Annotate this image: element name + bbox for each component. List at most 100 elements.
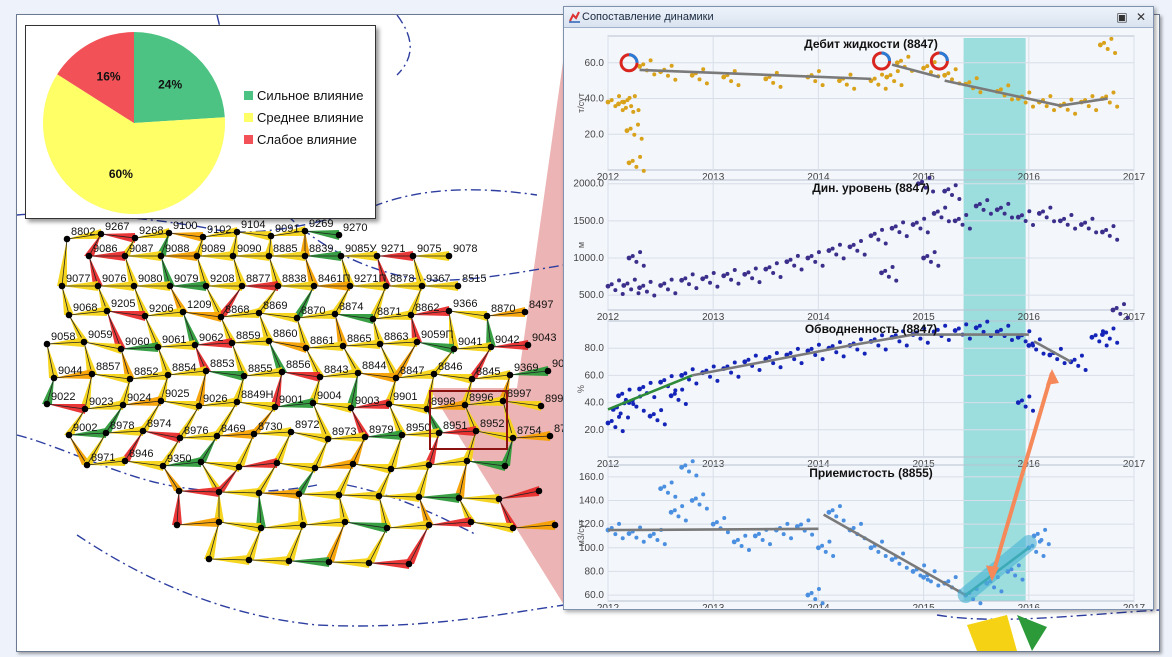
comparison-charts[interactable]: 20.0 40.0 60.0 2012 2013 2014 2015 2016 2017 т/су…: [564, 28, 1153, 608]
well-map-canvas[interactable]: 8802 9267 9268 9100 9102 9104 9091 9269 9270 9086…: [17, 15, 1159, 651]
well-marker: [499, 397, 507, 405]
well-link: [218, 466, 240, 493]
arrow-head: [1045, 369, 1059, 385]
maximize-button[interactable]: ▣: [1116, 10, 1128, 24]
data-point: [830, 344, 835, 349]
data-point: [1020, 577, 1025, 582]
well-label: 8996: [469, 392, 493, 404]
dynamics-comparison-window[interactable]: Сопоставление динамики ▣ ✕ 20.0 40.0 60.0 2…: [563, 6, 1154, 610]
well-link: [105, 404, 124, 434]
well-link: [248, 527, 262, 561]
influence-wedge: [107, 311, 126, 349]
influence-wedge: [328, 432, 365, 442]
window-titlebar[interactable]: Сопоставление динамики ▣ ✕: [564, 7, 1153, 28]
well-link: [216, 401, 238, 437]
well-link: [218, 491, 260, 494]
influence-wedge: [84, 342, 97, 374]
influence-wedge: [197, 256, 211, 286]
well-link: [296, 313, 336, 319]
well-marker: [335, 231, 343, 239]
data-point: [631, 401, 636, 406]
influence-wedge: [254, 286, 278, 313]
data-point: [658, 283, 663, 288]
influence-wedge: [101, 405, 123, 433]
data-point: [868, 545, 874, 551]
data-point: [641, 408, 646, 413]
well-marker: [544, 367, 552, 375]
data-point: [1093, 333, 1098, 338]
data-point: [925, 340, 930, 345]
data-point: [985, 319, 990, 324]
data-point: [725, 530, 730, 535]
close-button[interactable]: ✕: [1135, 10, 1147, 24]
well-marker: [472, 427, 480, 435]
data-point: [613, 104, 618, 109]
data-point: [1097, 339, 1102, 344]
data-point: [1118, 311, 1123, 316]
x-tick-label: 2014: [807, 603, 830, 608]
influence-wedge: [206, 371, 244, 381]
data-point: [889, 225, 895, 231]
data-point: [647, 413, 653, 419]
data-point: [736, 374, 741, 379]
data-point: [992, 585, 997, 590]
data-point: [778, 84, 783, 89]
influence-wedge: [324, 522, 345, 562]
pie-slice-label: 16%: [97, 70, 121, 84]
data-point: [669, 63, 674, 68]
legend-medium-label: Среднее влияние: [257, 110, 364, 125]
well-label: 8972: [295, 419, 319, 431]
data-point: [942, 188, 948, 194]
data-point: [630, 158, 635, 163]
data-point: [813, 353, 818, 357]
data-point: [1083, 220, 1088, 225]
well-label: 9026: [203, 393, 227, 405]
well-label: 9002: [73, 422, 97, 434]
data-point: [774, 350, 779, 355]
well-link: [471, 374, 511, 380]
data-point: [922, 216, 927, 221]
well-link: [276, 462, 316, 469]
trend-line: [944, 79, 1108, 108]
data-point: [651, 412, 656, 417]
data-point: [1035, 531, 1040, 536]
well-label: 9369: [514, 362, 538, 374]
well-label: 8846: [438, 361, 462, 373]
influence-wedge: [192, 237, 203, 256]
y-tick-label: 500.0: [579, 290, 604, 301]
data-point: [978, 601, 983, 606]
influence-wedge: [232, 376, 244, 402]
data-point: [894, 278, 899, 283]
isoline: [396, 15, 411, 76]
well-label: 9058: [51, 331, 75, 343]
influence-wedge: [233, 256, 247, 286]
well-link: [408, 524, 430, 565]
data-point: [1097, 42, 1103, 48]
well-label: 8515: [462, 273, 486, 285]
well-label: 9205: [111, 298, 135, 310]
well-label: 9042: [495, 334, 519, 346]
data-point: [788, 350, 793, 355]
y-tick-label: 2000.0: [573, 179, 604, 190]
data-point: [837, 78, 842, 84]
data-point: [638, 250, 643, 255]
well-link: [160, 232, 170, 257]
well-marker: [468, 375, 476, 383]
data-point: [1015, 334, 1021, 340]
influence-wedge: [471, 522, 513, 533]
well-label: 9076: [102, 273, 126, 285]
well-label: 8979: [369, 424, 393, 436]
data-point: [925, 577, 930, 582]
well-marker: [65, 431, 73, 439]
well-marker: [202, 282, 210, 290]
well-link: [448, 310, 488, 317]
influence-wedge: [216, 286, 242, 317]
data-point: [617, 94, 622, 99]
influence-wedge: [69, 315, 89, 342]
chart-title: Дин. уровень (8847): [812, 181, 930, 195]
well-link: [124, 430, 144, 462]
data-point: [1044, 215, 1049, 220]
legend-medium: Среднее влияние: [244, 110, 364, 125]
isoline: [17, 434, 318, 493]
well-label: 8802: [71, 226, 95, 238]
